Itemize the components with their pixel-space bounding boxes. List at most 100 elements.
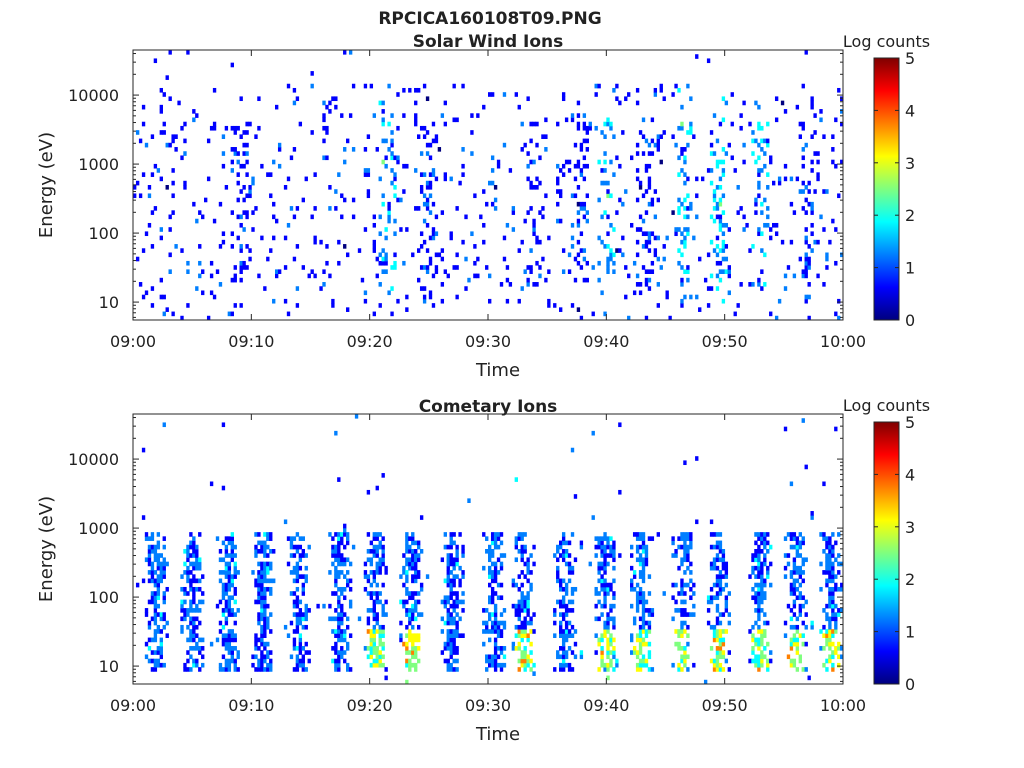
spectrogram-cell (260, 549, 264, 554)
spectrogram-cell (159, 629, 163, 634)
spectrogram-cell (292, 578, 297, 584)
spectrogram-cell (635, 662, 640, 668)
spectrogram-cell (529, 121, 533, 127)
spectrogram-cell (144, 557, 149, 563)
spectrogram-cell (597, 540, 601, 546)
spectrogram-cell (810, 210, 814, 215)
spectrogram-cell (828, 549, 832, 554)
spectrogram-cell (612, 269, 616, 274)
spectrogram-cell (567, 620, 572, 626)
spectrogram-cell (647, 667, 652, 672)
spectrogram-cell (647, 536, 652, 541)
spectrogram-cell (715, 163, 720, 169)
spectrogram-cell (446, 595, 450, 601)
spectrogram-cell (686, 214, 690, 220)
spectrogram-cell (757, 582, 761, 588)
spectrogram-cell (195, 557, 199, 563)
spectrogram-cell (810, 96, 814, 102)
spectrogram-cell (579, 147, 584, 152)
spectrogram-cell (298, 620, 303, 626)
spectrogram-cell (544, 277, 548, 283)
spectrogram-cell (721, 667, 726, 672)
spectrogram-cell (520, 595, 524, 601)
spectrogram-cell (372, 633, 376, 638)
spectrogram-cell (561, 603, 566, 609)
spectrogram-cell (748, 574, 752, 579)
spectrogram-cell (218, 620, 223, 626)
spectrogram-cell (689, 201, 693, 207)
spectrogram-cell (348, 599, 353, 605)
spectrogram-cell (334, 553, 338, 558)
spectrogram-cell (597, 536, 601, 541)
spectrogram-cell (517, 536, 521, 541)
spectrogram-cell (757, 125, 761, 131)
spectrogram-cell (754, 532, 758, 537)
spectrogram-cell (227, 637, 232, 643)
spectrogram-cell (709, 151, 714, 156)
spectrogram-cell (405, 599, 409, 605)
spectrogram-cell (683, 460, 687, 466)
spectrogram-cell (493, 578, 498, 584)
x-tick-label: 09:50 (702, 332, 748, 351)
spectrogram-cell (372, 616, 376, 622)
spectrogram-cell (523, 595, 527, 601)
spectrogram-cell (159, 130, 163, 135)
spectrogram-cell (236, 667, 240, 672)
spectrogram-cell (834, 540, 838, 546)
spectrogram-cell (715, 662, 720, 668)
spectrogram-cell (807, 675, 811, 681)
spectrogram-cell (517, 549, 521, 554)
spectrogram-cell (502, 142, 507, 148)
spectrogram-cell (488, 298, 492, 304)
spectrogram-cell (171, 210, 175, 215)
spectrogram-cell (526, 633, 530, 638)
spectrogram-cell (523, 142, 527, 148)
spectrogram-cell (727, 227, 731, 232)
spectrogram-cell (798, 565, 802, 571)
spectrogram-cell (564, 650, 569, 655)
spectrogram-cell (254, 646, 258, 651)
spectrogram-cell (828, 557, 832, 563)
spectrogram-cell (153, 163, 158, 169)
spectrogram-cell (774, 231, 779, 237)
spectrogram-cell (831, 616, 835, 622)
spectrogram-cell (615, 248, 619, 253)
spectrogram-cell (561, 650, 566, 655)
spectrogram-cell (831, 561, 835, 567)
spectrogram-cell (680, 629, 684, 634)
spectrogram-cell (532, 544, 536, 550)
spectrogram-cell (810, 206, 814, 211)
spectrogram-cell (822, 549, 826, 554)
spectrogram-cell (760, 582, 764, 588)
spectrogram-cell (295, 549, 300, 554)
spectrogram-cell (561, 629, 566, 634)
spectrogram-cell (369, 83, 374, 89)
spectrogram-cell (789, 582, 794, 588)
spectrogram-cell (730, 121, 734, 127)
spectrogram-cell (248, 256, 252, 262)
spectrogram-cell (757, 553, 761, 558)
spectrogram-cell (272, 159, 276, 165)
spectrogram-cell (686, 654, 690, 660)
spectrogram-cell (662, 130, 666, 135)
spectrogram-cell (346, 536, 350, 541)
spectrogram-cell (233, 662, 237, 668)
spectrogram-cell (683, 646, 687, 651)
spectrogram-cell (384, 155, 388, 161)
spectrogram-cell (488, 180, 492, 186)
spectrogram-cell (754, 654, 758, 660)
spectrogram-cell (757, 565, 761, 571)
spectrogram-cell (295, 599, 300, 605)
spectrogram-cell (245, 210, 249, 215)
spectrogram-cell (804, 252, 808, 258)
spectrogram-cell (476, 273, 480, 279)
spectrogram-cell (801, 620, 805, 626)
spectrogram-cell (461, 633, 465, 638)
spectrogram-cell (490, 570, 495, 575)
spectrogram-cell (556, 218, 560, 224)
spectrogram-cell (372, 574, 376, 579)
y-tick-label: 10000 (68, 450, 119, 469)
spectrogram-cell (168, 96, 172, 102)
spectrogram-cell (715, 273, 720, 279)
spectrogram-cell (638, 629, 643, 634)
